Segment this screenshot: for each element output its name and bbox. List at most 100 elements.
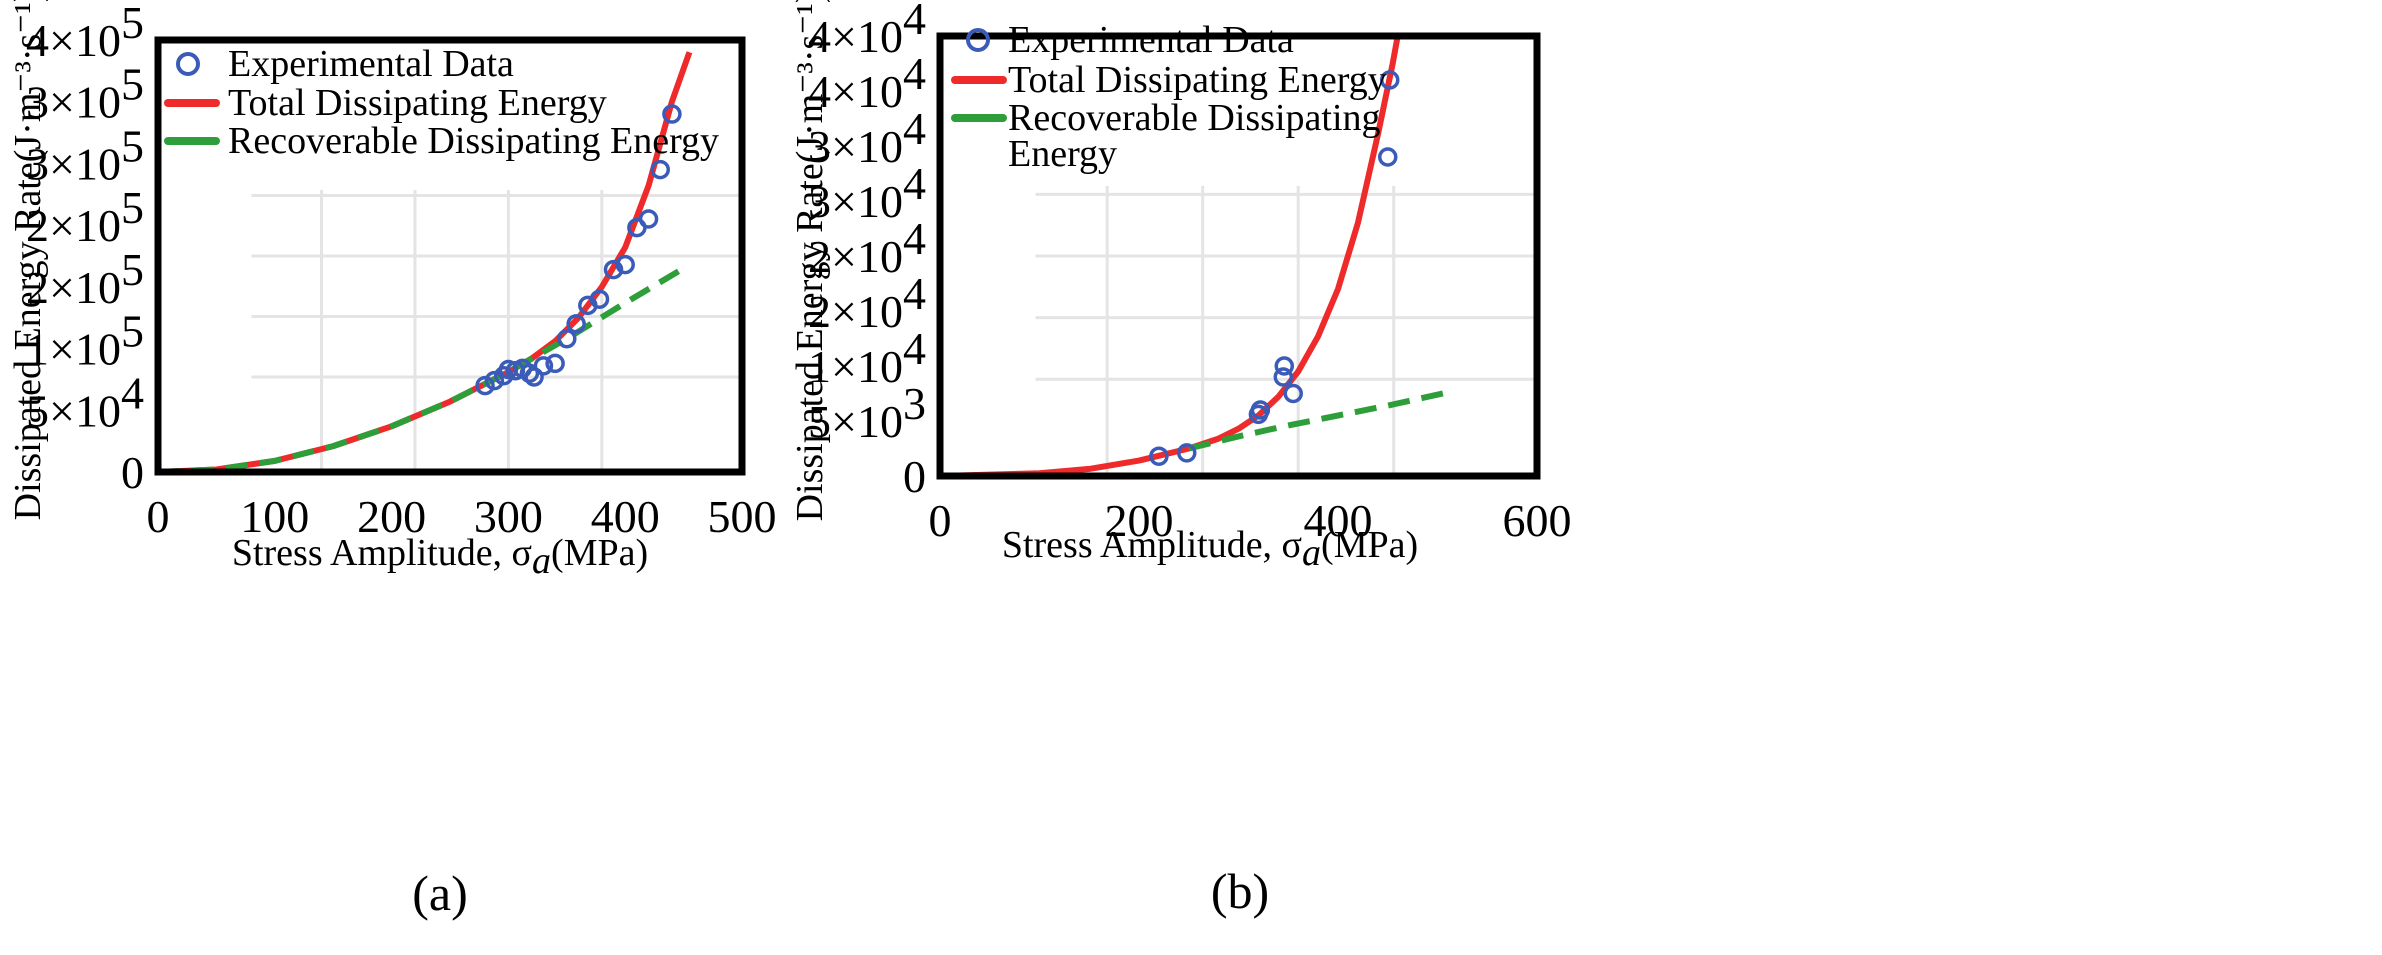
y-tick-label: 3×105 <box>26 120 144 189</box>
x-axis-label: Stress Amplitude, σa(MPa) <box>232 532 648 582</box>
x-tick-label: 200 <box>357 491 426 542</box>
legend-experimental-marker <box>966 28 990 52</box>
experimental-data-point <box>566 314 586 334</box>
x-axis-label-unit: (MPa) <box>551 532 648 574</box>
y-tick-label: 2×104 <box>808 268 926 337</box>
x-tick-label: 0 <box>147 491 170 542</box>
y-tick-label: 4×105 <box>26 0 144 66</box>
y-tick-label: 3×105 <box>26 59 144 128</box>
y-tick-mantissa: 5×10 <box>26 385 121 436</box>
experimental-data-point <box>1149 446 1169 466</box>
y-tick-mantissa: 4×10 <box>808 66 903 117</box>
y-tick-exponent: 4 <box>121 367 144 418</box>
x-tick-label: 100 <box>240 491 309 542</box>
y-tick-mantissa: 2×10 <box>808 231 903 282</box>
y-tick-mantissa: 4×10 <box>808 11 903 62</box>
chart-caption: (a) <box>412 865 468 921</box>
legend-label: Total Dissipating Energy <box>228 82 607 124</box>
legend-label: Recoverable Dissipating <box>1008 97 1381 139</box>
y-tick-mantissa: 2×10 <box>26 262 121 313</box>
chart-caption: (b) <box>1211 863 1269 919</box>
x-tick-label: 300 <box>474 491 543 542</box>
experimental-data-point <box>545 353 565 374</box>
x-axis-label-main: Stress Amplitude, σ <box>1002 524 1302 566</box>
y-tick-mantissa: 5×10 <box>808 396 903 447</box>
x-tick-label: 500 <box>708 491 777 542</box>
x-axis-label-main: Stress Amplitude, σ <box>232 532 532 574</box>
x-axis-label: Stress Amplitude, σa(MPa) <box>1002 524 1418 574</box>
y-tick-exponent: 4 <box>903 158 926 209</box>
y-tick-label: 5×103 <box>808 378 926 447</box>
y-tick-exponent: 4 <box>903 0 926 44</box>
experimental-data-point <box>557 328 577 349</box>
legend-label: Total Dissipating Energy <box>1008 59 1387 101</box>
experimental-data-point <box>1177 443 1197 463</box>
recoverable-dissipating-energy-line <box>1188 389 1449 452</box>
x-tick-label: 400 <box>591 491 660 542</box>
y-tick-mantissa: 1×10 <box>808 341 903 392</box>
experimental-data-point <box>1250 400 1271 420</box>
legend-label: Recoverable Dissipating Energy <box>228 120 719 162</box>
y-tick-label: 3×104 <box>808 158 926 227</box>
legend-label: Experimental Data <box>228 43 514 85</box>
x-tick-label: 400 <box>1304 495 1373 546</box>
y-tick-exponent: 4 <box>903 48 926 99</box>
y-tick-exponent: 3 <box>903 378 926 429</box>
y-tick-label: 3×104 <box>808 103 926 172</box>
experimental-data-point <box>615 254 635 275</box>
y-tick-exponent: 4 <box>903 213 926 264</box>
experimental-data-point <box>524 367 544 387</box>
y-axis-label: Dissipated Energy Rate(J·m⁻³·s⁻¹) <box>7 0 49 520</box>
experimental-data-point <box>1379 70 1400 90</box>
y-tick-exponent: 5 <box>121 0 144 48</box>
y-tick-label: 0 <box>903 451 926 502</box>
y-tick-label: 4×104 <box>808 0 926 62</box>
y-tick-label: 5×104 <box>26 367 144 436</box>
y-tick-mantissa: 2×10 <box>26 200 121 251</box>
y-tick-label: 2×104 <box>808 213 926 282</box>
x-tick-label: 200 <box>1105 495 1174 546</box>
y-tick-exponent: 5 <box>121 59 144 110</box>
y-tick-exponent: 5 <box>121 182 144 233</box>
y-tick-mantissa: 1×10 <box>26 324 121 375</box>
y-tick-exponent: 5 <box>121 120 144 171</box>
experimental-data-point <box>589 289 610 309</box>
y-tick-label: 1×104 <box>808 323 926 392</box>
y-tick-mantissa: 3×10 <box>26 77 121 128</box>
x-axis-label-unit: (MPa) <box>1321 524 1418 566</box>
experimental-data-point <box>662 104 682 124</box>
y-tick-mantissa: 3×10 <box>808 121 903 172</box>
x-axis-label-subscript: a <box>1302 532 1321 574</box>
plot-frame <box>936 32 1541 480</box>
y-tick-exponent: 4 <box>903 103 926 154</box>
experimental-data-point <box>484 370 505 391</box>
y-tick-label: 4×104 <box>808 48 926 117</box>
legend-experimental-marker <box>176 52 200 76</box>
y-axis-label: Dissipated Energy Rate(J·m⁻³·s⁻¹) <box>789 0 831 521</box>
experimental-data-point <box>533 356 554 376</box>
experimental-data-point <box>475 375 495 396</box>
experimental-data-point <box>1283 383 1303 404</box>
chart-b: 0 200 400 60005×1031×1042×1042×1043×1043×10… <box>789 0 1572 919</box>
experimental-data-point <box>650 159 670 180</box>
y-tick-label: 2×105 <box>26 244 144 313</box>
chart-a: 0 100 200 300 400 50005×1041×1052×1052×1053×1… <box>7 0 777 921</box>
y-tick-mantissa: 3×10 <box>808 176 903 227</box>
experimental-data-point <box>1273 367 1294 387</box>
y-tick-mantissa: 4×10 <box>26 15 121 66</box>
y-tick-label: 1×105 <box>26 306 144 375</box>
y-tick-exponent: 4 <box>903 268 926 319</box>
experimental-data-point <box>603 259 624 280</box>
x-tick-label: 0 <box>929 495 952 546</box>
y-tick-exponent: 4 <box>903 323 926 374</box>
y-tick-mantissa: 3×10 <box>26 138 121 189</box>
x-axis-label-subscript: a <box>532 540 551 582</box>
recoverable-dissipating-energy-line <box>158 265 686 472</box>
y-tick-mantissa: 2×10 <box>808 286 903 337</box>
plot-frame <box>154 36 746 476</box>
experimental-data-point <box>1274 356 1295 376</box>
legend-label: Energy <box>1008 133 1117 175</box>
